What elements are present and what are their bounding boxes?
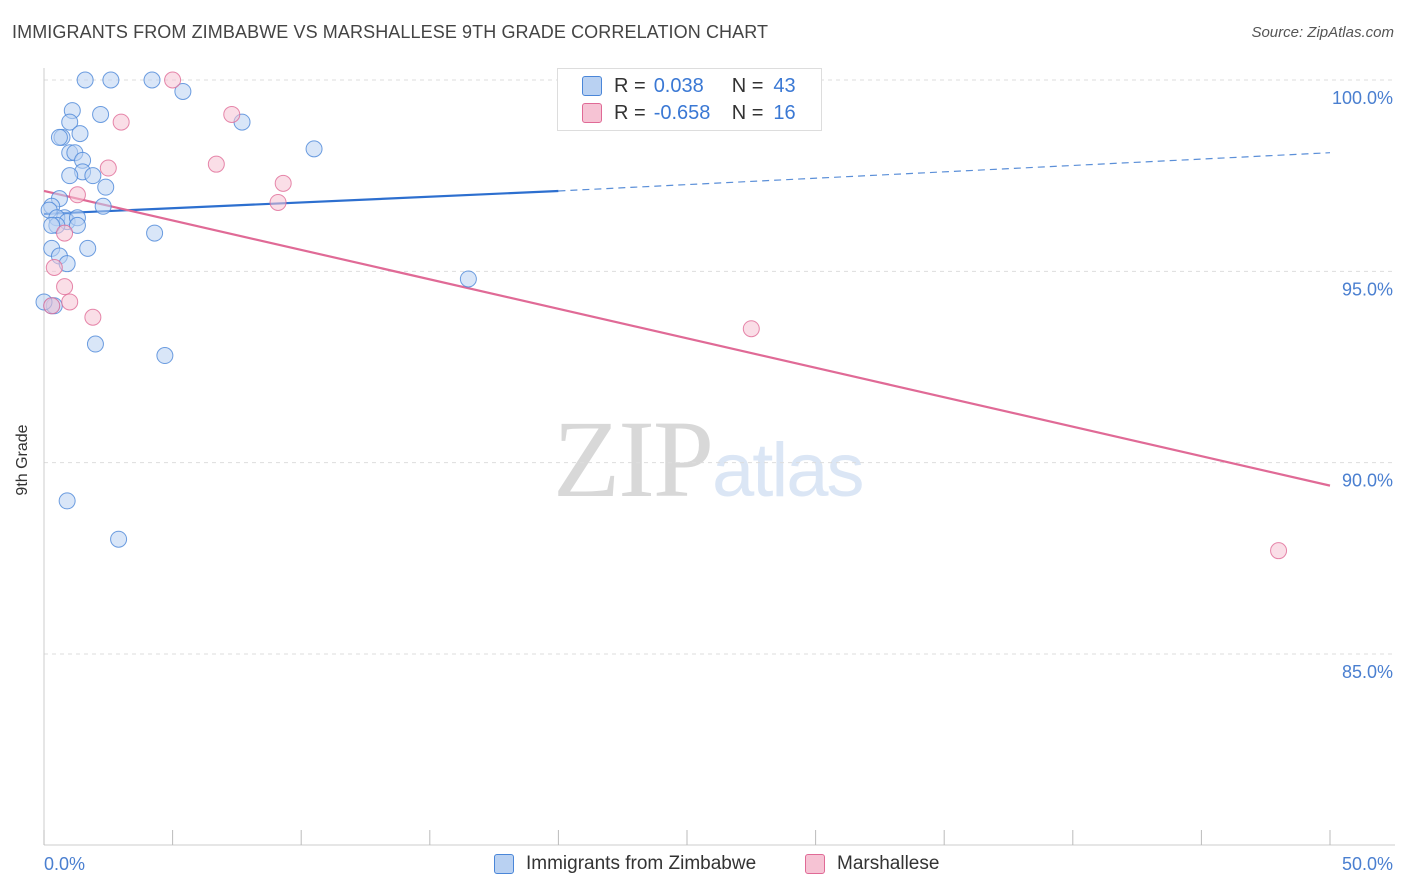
- data-point: [97, 178, 115, 196]
- data-point: [61, 293, 79, 311]
- watermark-atlas: atlas: [712, 428, 865, 513]
- legend-n-label: N =: [731, 101, 764, 124]
- data-point: [164, 71, 182, 89]
- data-point: [79, 239, 97, 257]
- bottom-legend-swatch-pink: [805, 854, 825, 874]
- data-point: [112, 113, 130, 131]
- data-point: [274, 174, 292, 192]
- bottom-legend-zimbabwe: Immigrants from Zimbabwe: [494, 852, 756, 876]
- data-point: [43, 297, 61, 315]
- data-point: [56, 278, 74, 296]
- legend-r-label: R =: [614, 74, 646, 97]
- tick-labels: 85.0% 90.0% 95.0% 100.0% 0.0% 50.0%: [44, 88, 1393, 874]
- y-tick-label: 100.0%: [1332, 88, 1393, 108]
- data-point: [459, 270, 477, 288]
- correlation-legend: R = 0.038 N = 43 R = -0.658 N = 16: [557, 68, 822, 131]
- data-point: [84, 167, 102, 185]
- legend-swatch-pink: [582, 103, 602, 123]
- data-point: [58, 492, 76, 510]
- data-point: [86, 335, 104, 353]
- bottom-legend-swatch-blue: [494, 854, 514, 874]
- legend-r-value: -0.658: [653, 101, 711, 124]
- data-point: [207, 155, 225, 173]
- legend-r-value: 0.038: [653, 74, 704, 97]
- data-point: [43, 216, 61, 234]
- bottom-legend-label-marshallese: Marshallese: [837, 853, 940, 874]
- data-point: [110, 530, 128, 548]
- data-point: [68, 186, 86, 204]
- bottom-legend-label-zimbabwe: Immigrants from Zimbabwe: [526, 853, 757, 874]
- data-point: [61, 167, 79, 185]
- data-point: [102, 71, 120, 89]
- bottom-legend-marshallese: Marshallese: [805, 852, 939, 876]
- data-point: [94, 197, 112, 215]
- data-points: [35, 71, 1288, 560]
- data-point: [92, 105, 110, 123]
- data-point: [143, 71, 161, 89]
- chart-title: IMMIGRANTS FROM ZIMBABWE VS MARSHALLESE …: [12, 22, 769, 42]
- data-point: [174, 82, 192, 100]
- legend-swatch-blue: [582, 76, 602, 96]
- data-point: [68, 216, 86, 234]
- data-point: [1270, 542, 1288, 560]
- trend-line-zimbabwe-dashed: [558, 152, 1331, 192]
- data-point: [223, 105, 241, 123]
- data-point: [76, 71, 94, 89]
- data-point: [305, 140, 323, 158]
- gridlines: [44, 79, 1395, 655]
- watermark-zip: ZIP: [553, 398, 714, 520]
- trend-line-zimbabwe: [43, 189, 559, 216]
- data-point: [56, 224, 74, 242]
- data-point: [146, 224, 164, 242]
- data-point: [45, 259, 63, 277]
- data-point: [61, 113, 79, 131]
- axes: [43, 68, 1395, 846]
- data-point: [99, 159, 117, 177]
- legend-row-zimbabwe: R = 0.038 N = 43: [582, 74, 796, 98]
- legend-r-label: R =: [614, 101, 646, 124]
- trend-line-marshallese: [43, 189, 1331, 487]
- legend-n-value: 43: [773, 74, 796, 97]
- legend-row-marshallese: R = -0.658 N = 16: [582, 101, 796, 125]
- data-point: [71, 125, 89, 143]
- trend-lines: [43, 152, 1331, 487]
- data-point: [742, 320, 760, 338]
- watermark: ZIPatlas: [553, 395, 865, 523]
- data-point: [156, 347, 174, 365]
- source-label: Source: ZipAtlas.com: [1251, 24, 1394, 41]
- y-tick-label: 95.0%: [1342, 279, 1393, 299]
- y-tick-label: 85.0%: [1342, 662, 1393, 682]
- x-tick-label: 50.0%: [1342, 854, 1393, 874]
- legend-n-value: 16: [773, 101, 796, 124]
- data-point: [269, 193, 287, 211]
- data-point: [50, 128, 68, 146]
- legend-n-label: N =: [731, 74, 764, 97]
- data-point: [84, 308, 102, 326]
- y-tick-label: 90.0%: [1342, 471, 1393, 491]
- x-tick-label: 0.0%: [44, 854, 85, 874]
